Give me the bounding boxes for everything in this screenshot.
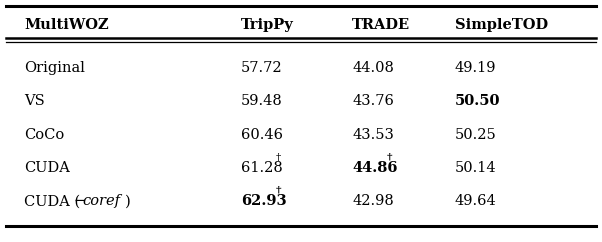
Text: 61.28: 61.28 [241,161,282,175]
Text: ): ) [125,194,131,208]
Text: TripPy: TripPy [241,18,294,32]
Text: †: † [386,152,393,162]
Text: 50.25: 50.25 [455,128,496,142]
Text: CUDA (: CUDA ( [24,194,80,208]
Text: MultiWOZ: MultiWOZ [24,18,109,32]
Text: CoCo: CoCo [24,128,64,142]
Text: Original: Original [24,61,85,75]
Text: CUDA: CUDA [24,161,70,175]
Text: SimpleTOD: SimpleTOD [455,18,548,32]
Text: VS: VS [24,94,45,108]
Text: 44.08: 44.08 [352,61,394,75]
Text: 57.72: 57.72 [241,61,282,75]
Text: 50.50: 50.50 [455,94,500,108]
Text: 43.53: 43.53 [352,128,394,142]
Text: †: † [276,186,281,195]
Text: 50.14: 50.14 [455,161,496,175]
Text: 43.76: 43.76 [352,94,394,108]
Text: 60.46: 60.46 [241,128,283,142]
Text: 49.19: 49.19 [455,61,496,75]
Text: TRADE: TRADE [352,18,411,32]
Text: 42.98: 42.98 [352,194,394,208]
Text: 44.86: 44.86 [352,161,398,175]
Text: 59.48: 59.48 [241,94,282,108]
Text: 49.64: 49.64 [455,194,496,208]
Text: †: † [276,152,281,162]
Text: −: − [73,194,85,208]
Text: 62.93: 62.93 [241,194,287,208]
Text: coref: coref [82,194,120,208]
